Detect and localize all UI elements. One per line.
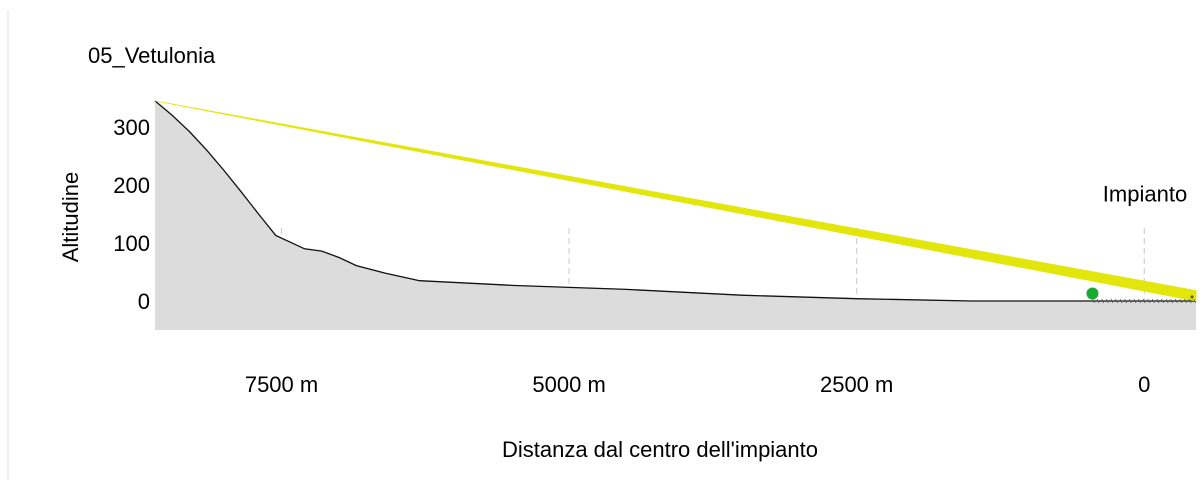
y-tick-label: 100 xyxy=(113,231,150,256)
plant-hatch-mark xyxy=(1101,298,1105,304)
x-tick-label: 0 xyxy=(1138,372,1150,397)
plant-hatch-mark xyxy=(1138,298,1141,304)
observer-point xyxy=(1190,295,1194,299)
plant-hatch-mark xyxy=(1156,298,1160,304)
annotation-label: Impianto xyxy=(1103,182,1187,207)
y-axis-label: Altitudine xyxy=(58,172,83,263)
plant-hatch-mark xyxy=(1110,298,1114,304)
plant-hatch-mark xyxy=(1142,298,1146,304)
y-tick-label: 300 xyxy=(113,115,150,140)
y-tick-label: 200 xyxy=(113,173,150,198)
plot-area: 0 100 200 300 7500 m 5000 m 2500 m 0 Impianto xyxy=(113,100,1197,397)
plant-hatch-mark xyxy=(1151,298,1155,304)
plant-hatch-mark xyxy=(1174,298,1178,304)
y-tick-label: 0 xyxy=(138,289,150,314)
plant-hatch-mark xyxy=(1133,298,1137,304)
plant-hatch-mark xyxy=(1092,298,1095,304)
plant-hatch-mark xyxy=(1124,298,1128,304)
plant-hatch-mark xyxy=(1170,298,1174,304)
x-tick-label: 2500 m xyxy=(820,372,893,397)
terrain-profile-line xyxy=(154,100,1196,302)
plant-hatch-mark xyxy=(1115,298,1118,304)
plant-hatch-mark xyxy=(1184,298,1187,304)
plant-hatch-mark xyxy=(1165,298,1169,304)
plant-hatch-mark xyxy=(1119,298,1123,304)
x-tick-label: 5000 m xyxy=(532,372,605,397)
sight-cone xyxy=(154,100,1197,302)
plant-hatch-mark xyxy=(1193,298,1197,304)
plant-hatch-mark xyxy=(1147,298,1151,304)
plant-hatch-mark xyxy=(1188,298,1192,304)
plant-hatch-mark xyxy=(1128,298,1132,304)
x-tick-label: 7500 m xyxy=(245,372,318,397)
plant-hatch-mark xyxy=(1105,298,1109,304)
chart-title: 05_Vetulonia xyxy=(88,43,216,68)
terrain-area xyxy=(155,100,1196,331)
x-axis-label: Distanza dal centro dell'impianto xyxy=(502,437,818,462)
plant-point xyxy=(1086,287,1099,300)
plant-hatch-mark xyxy=(1161,298,1164,304)
plant-hatch-mark xyxy=(1096,298,1100,304)
plant-hatch-mark xyxy=(1179,298,1183,304)
